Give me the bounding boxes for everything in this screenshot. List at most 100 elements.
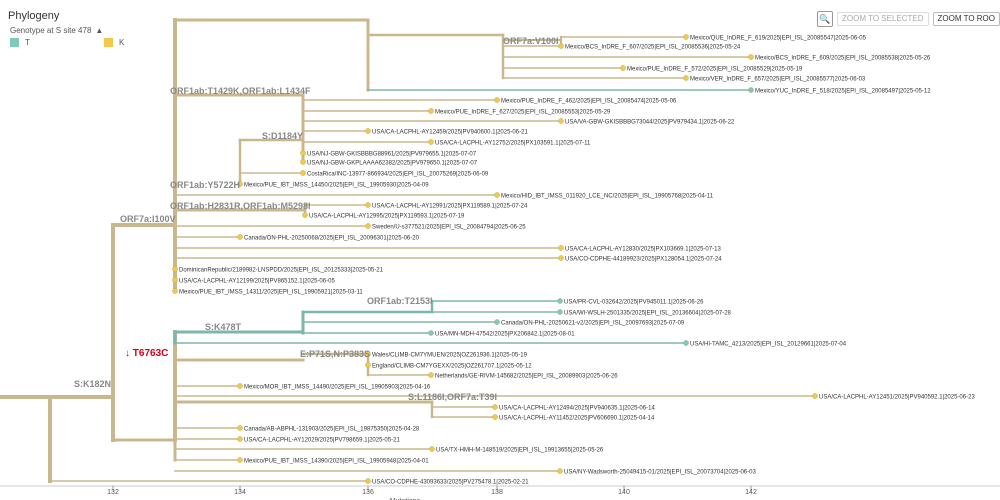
tip-node[interactable] <box>237 181 243 187</box>
tip-label[interactable]: Wales/CLIMB-CM7YMUEN/2025|OZ261936.1|202… <box>372 353 528 359</box>
tip-label[interactable]: USA/TX-HMH-M-148519/2025|EPI_ISL_1991365… <box>436 448 604 454</box>
tip-label[interactable]: Mexico/QUE_InDRE_F_619/2025|EPI_ISL_2008… <box>690 36 867 42</box>
tip-label[interactable]: Mexico/PUE_IBT_IMSS_14450/2025|EPI_ISL_1… <box>244 183 429 189</box>
tip-node[interactable] <box>683 75 689 81</box>
x-axis-tick-label: 134 <box>234 489 246 496</box>
tip-label[interactable]: Mexico/VER_InDRE_F_657/2025|EPI_ISL_2008… <box>690 77 866 83</box>
tip-node[interactable] <box>683 340 689 346</box>
tip-label[interactable]: Canada/ON-PHL-20250621-v2/2025|EPI_ISL_2… <box>501 321 685 327</box>
tip-node[interactable] <box>557 309 563 315</box>
toolbar: 🔍 ZOOM TO SELECTED ZOOM TO ROO <box>817 11 1000 27</box>
tip-label[interactable]: Mexico/HID_IBT_IMSS_011920_LCE_NC/2025|E… <box>501 194 714 200</box>
chevron-up-icon[interactable]: ▲ <box>95 26 104 35</box>
tip-node[interactable] <box>812 393 818 399</box>
tip-label[interactable]: Mexico/BCS_InDRE_F_607/2025|EPI_ISL_2008… <box>565 45 741 51</box>
tip-node[interactable] <box>365 223 371 229</box>
tip-node[interactable] <box>172 288 178 294</box>
tip-node[interactable] <box>558 245 564 251</box>
tip-node[interactable] <box>300 150 306 156</box>
tip-label[interactable]: DominicanRepublic/2189982-LNSPDD/2025|EP… <box>179 268 384 274</box>
tip-node[interactable] <box>557 468 563 474</box>
tip-node[interactable] <box>492 404 498 410</box>
tip-node[interactable] <box>557 298 563 304</box>
tip-label[interactable]: USA/CO-CDPHE-43093633/2025|PV275478.1|20… <box>372 480 529 486</box>
tip-node[interactable] <box>428 108 434 114</box>
tip-node[interactable] <box>365 202 371 208</box>
tip-node[interactable] <box>237 234 243 240</box>
tip-label[interactable]: USA/HI-TAMC_4213/2025|EPI_ISL_20129661|2… <box>690 342 847 348</box>
tip-node[interactable] <box>558 43 564 49</box>
tip-node[interactable] <box>748 87 754 93</box>
tip-node[interactable] <box>365 478 371 484</box>
tip-node[interactable] <box>429 446 435 452</box>
tip-label[interactable]: USA/VA-GBW-GKISBBBG73044/2025|PV979434.1… <box>565 120 735 126</box>
tip-label[interactable]: USA/CA-LACPHL-AY12199/2025|PV865152.1|20… <box>179 279 335 285</box>
tip-node[interactable] <box>428 330 434 336</box>
tip-label[interactable]: Mexico/PUE_InDRE_F_627/2025|EPI_ISL_2008… <box>435 110 611 116</box>
tip-label[interactable]: Mexico/PUE_InDRE_F_462/2025|EPI_ISL_2008… <box>501 99 677 105</box>
tip-node[interactable] <box>300 170 306 176</box>
tip-label[interactable]: England/CLIMB-CM7YGEXX/2025|OZ261707.1|2… <box>372 364 532 370</box>
tip-label[interactable]: USA/CA-LACPHL-AY12459/2025|PV940600.1|20… <box>372 130 528 136</box>
tip-label[interactable]: Canada/AB-ABPHL-131903/2025|EPI_ISL_1987… <box>244 427 420 433</box>
tip-label[interactable]: USA/CA-LACPHL-AY11452/2025|PV606690.1|20… <box>499 416 655 422</box>
tip-label[interactable]: Sweden/U-s377521/2025|EPI_ISL_20084794|2… <box>372 225 526 231</box>
tip-label[interactable]: USA/MN-MDH-47542/2025|PX206842.1|2025-08… <box>435 332 575 338</box>
tip-node[interactable] <box>748 54 754 60</box>
legend-title[interactable]: Genotype at S site 478 ▲ <box>10 26 103 35</box>
tip-label[interactable]: USA/NJ-GBW-GKPLAAAA62382/2025|PV979650.1… <box>307 161 478 167</box>
tip-label[interactable]: Netherlands/GE-RIVM-145682/2025|EPI_ISL_… <box>435 374 618 380</box>
tip-label[interactable]: USA/CA-LACPHL-AY12995/2025|PX119593.1|20… <box>309 214 465 220</box>
tip-label[interactable]: USA/CA-LACPHL-AY12752/2025|PX103591.1|20… <box>435 141 591 147</box>
tip-node[interactable] <box>494 319 500 325</box>
tip-node[interactable] <box>494 97 500 103</box>
tip-label[interactable]: USA/CA-LACPHL-AY12494/2025|PV940635.1|20… <box>499 406 655 412</box>
legend-item-k: K <box>104 38 124 47</box>
tip-node[interactable] <box>365 351 371 357</box>
tip-label[interactable]: USA/NY-Wadsworth-25049415-01/2025|EPI_IS… <box>564 470 756 476</box>
tip-label[interactable]: USA/CO-CDPHE-44189923/2025|PX128054.1|20… <box>565 257 722 263</box>
tip-node[interactable] <box>558 255 564 261</box>
zoom-to-selected-button[interactable]: ZOOM TO SELECTED <box>837 12 929 26</box>
tip-node[interactable] <box>620 65 626 71</box>
tip-node[interactable] <box>237 436 243 442</box>
x-axis-tick-label: 140 <box>618 489 630 496</box>
tip-node[interactable] <box>428 139 434 145</box>
mutation-highlight-label[interactable]: ↓ T6763C <box>125 348 168 359</box>
branch-label: ORF1ab:Y5722H <box>170 180 240 190</box>
tip-node[interactable] <box>365 128 371 134</box>
branch-label: ORF7a:I100V <box>120 214 176 224</box>
legend-swatch-k <box>104 38 113 47</box>
tip-label[interactable]: USA/CA-LACPHL-AY12451/2025|PV940592.1|20… <box>819 395 975 401</box>
tip-node[interactable] <box>237 457 243 463</box>
tip-label[interactable]: USA/NJ-GBW-GKISBBBG88961/2025|PV979655.1… <box>307 152 477 158</box>
tip-node[interactable] <box>494 192 500 198</box>
tip-label[interactable]: USA/PR-CVL-032642/2025|PV945011.1|2025-0… <box>564 300 704 306</box>
branch-label: ORF7a:V100I <box>503 36 559 46</box>
zoom-to-root-button[interactable]: ZOOM TO ROO <box>932 12 1000 26</box>
tip-node[interactable] <box>172 277 178 283</box>
tip-node[interactable] <box>428 372 434 378</box>
tip-label[interactable]: USA/CA-LACPHL-AY12991/2025|PX119589.1|20… <box>372 204 528 210</box>
tip-label[interactable]: Mexico/PUE_InDRE_F_572/2025|EPI_ISL_2008… <box>627 67 803 73</box>
tip-label[interactable]: Mexico/BCS_InDRE_F_609/2025|EPI_ISL_2008… <box>755 56 931 62</box>
tip-node[interactable] <box>365 362 371 368</box>
tip-node[interactable] <box>237 425 243 431</box>
tip-node[interactable] <box>558 118 564 124</box>
tip-label[interactable]: Mexico/MOR_IBT_IMSS_14490/2025|EPI_ISL_1… <box>244 385 431 391</box>
tip-node[interactable] <box>172 266 178 272</box>
search-icon[interactable]: 🔍 <box>817 11 834 27</box>
tip-node[interactable] <box>683 34 689 40</box>
tip-label[interactable]: Mexico/YUC_InDRE_F_518/2025|EPI_ISL_2008… <box>755 89 931 95</box>
tip-label[interactable]: Canada/ON-PHL-20250068/2025|EPI_ISL_2009… <box>244 236 420 242</box>
tip-label[interactable]: USA/CA-LACPHL-AY12029/2025|PV798659.1|20… <box>244 438 400 444</box>
tip-node[interactable] <box>300 159 306 165</box>
tip-label[interactable]: Mexico/PUE_IBT_IMSS_14390/2025|EPI_ISL_1… <box>244 459 429 465</box>
tip-label[interactable]: CostaRica/INC-13977-866934/2025|EPI_ISL_… <box>307 172 489 178</box>
tip-label[interactable]: USA/CA-LACPHL-AY12830/2025|PX103669.1|20… <box>565 247 721 253</box>
tip-label[interactable]: Mexico/PUE_IBT_IMSS_14311/2025|EPI_ISL_1… <box>179 290 363 296</box>
tip-node[interactable] <box>492 414 498 420</box>
tip-node[interactable] <box>237 383 243 389</box>
tip-label[interactable]: USA/WI-WSLH-2501335/2025|EPI_ISL_2013660… <box>564 311 732 317</box>
tip-node[interactable] <box>302 212 308 218</box>
